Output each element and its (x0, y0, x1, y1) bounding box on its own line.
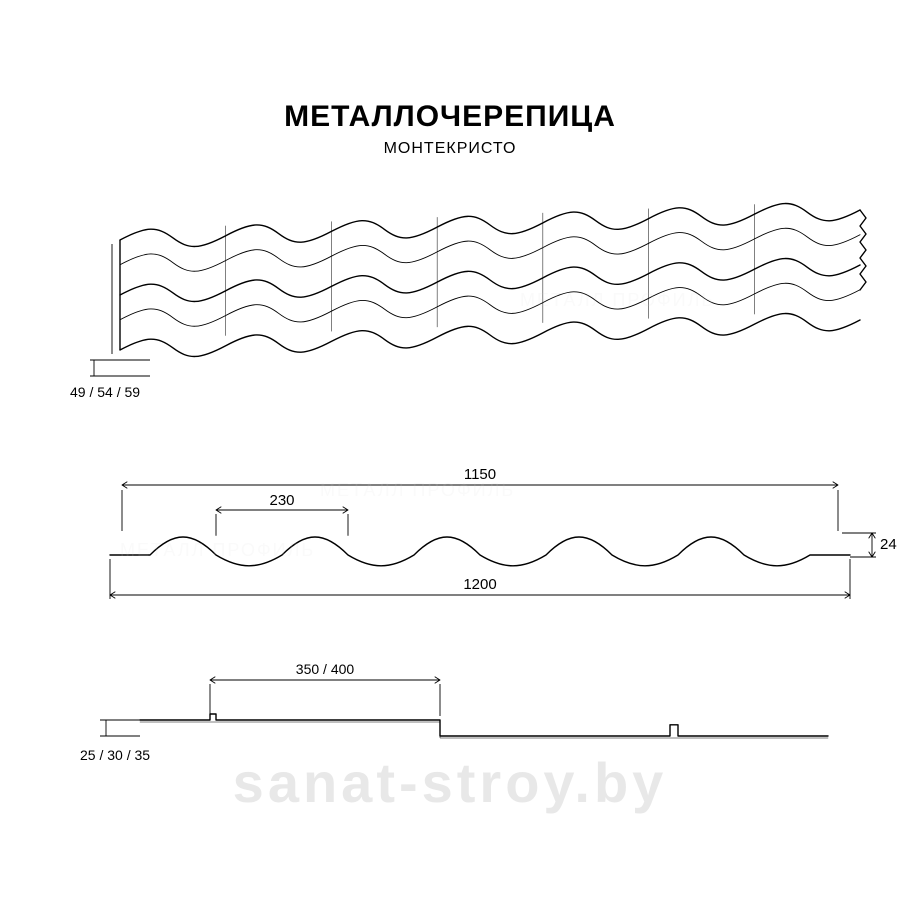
page: МЕТАЛЛОЧЕРЕПИЦА МОНТЕКРИСТО 49 / 54 / 59… (0, 0, 900, 900)
svg-text:350 / 400: 350 / 400 (296, 661, 355, 677)
iso-height-label: 49 / 54 / 59 (70, 384, 140, 400)
main-watermark: sanat-stroy.by (0, 750, 900, 815)
brand-watermark: МЕТАЛЛ ПРОФИЛЬ (120, 540, 315, 561)
svg-text:1200: 1200 (463, 576, 496, 593)
brand-watermark: МЕТАЛЛ ПРОФИЛЬ (520, 290, 715, 311)
svg-text:24: 24 (880, 536, 897, 553)
iso-view (80, 180, 880, 465)
svg-text:230: 230 (269, 492, 294, 509)
page-title: МЕТАЛЛОЧЕРЕПИЦА (0, 100, 900, 134)
brand-watermark: МЕТАЛЛ ПРОФИЛЬ (320, 480, 515, 501)
page-subtitle: МОНТЕКРИСТО (0, 140, 900, 158)
